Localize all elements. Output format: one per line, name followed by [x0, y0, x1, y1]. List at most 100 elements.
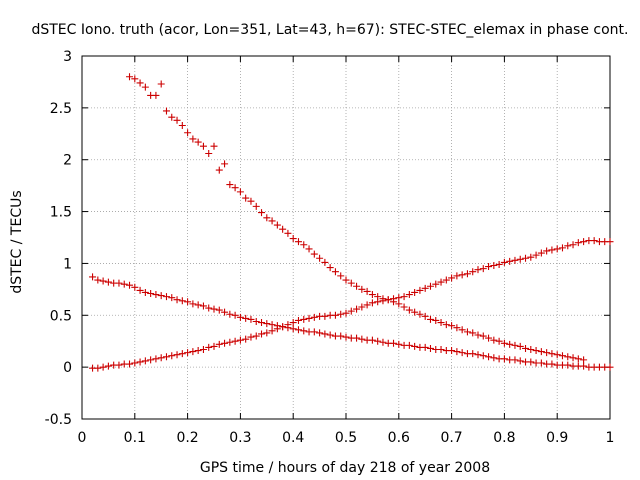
- data-point: [421, 284, 429, 292]
- data-point: [205, 304, 213, 312]
- data-point: [136, 79, 144, 87]
- data-point: [353, 282, 361, 290]
- data-point: [580, 238, 588, 246]
- data-point: [453, 348, 461, 356]
- data-point: [131, 359, 139, 367]
- data-point: [273, 221, 281, 229]
- data-point: [500, 258, 508, 266]
- data-point: [458, 326, 466, 334]
- x-tick-label: 0.3: [229, 430, 251, 446]
- data-point: [506, 340, 514, 348]
- data-point: [126, 281, 134, 289]
- data-point: [448, 347, 456, 355]
- data-point: [442, 321, 450, 329]
- data-point: [553, 245, 561, 253]
- data-point: [564, 361, 572, 369]
- data-point: [321, 258, 329, 266]
- data-point: [606, 363, 614, 371]
- data-point: [500, 339, 508, 347]
- data-point: [342, 333, 350, 341]
- data-point: [173, 116, 181, 124]
- data-point: [305, 314, 313, 322]
- data-point: [558, 244, 566, 252]
- data-point: [178, 350, 186, 358]
- data-point: [162, 107, 170, 115]
- data-point: [537, 359, 545, 367]
- axes: 0 0.1 0.2 0.3 0.4 0.5 0.6 0.7 0.8 0.9 1 -0.5 0 0.5 1 1.…: [45, 49, 615, 446]
- data-point: [342, 309, 350, 317]
- data-point: [131, 283, 139, 291]
- data-point: [490, 354, 498, 362]
- y-tick-label: 2.5: [50, 101, 72, 117]
- data-point: [321, 330, 329, 338]
- data-point: [331, 311, 339, 319]
- data-point: [490, 262, 498, 270]
- data-point: [527, 346, 535, 354]
- data-point: [210, 305, 218, 313]
- data-point: [316, 254, 324, 262]
- data-point: [405, 341, 413, 349]
- data-point: [353, 334, 361, 342]
- x-tick-label: 0.7: [440, 430, 462, 446]
- data-points: [89, 73, 614, 372]
- data-point: [89, 273, 97, 281]
- data-point: [321, 312, 329, 320]
- data-point: [558, 352, 566, 360]
- data-point: [221, 308, 229, 316]
- data-point: [522, 344, 530, 352]
- data-point: [231, 184, 239, 192]
- y-tick-label: -0.5: [45, 412, 72, 428]
- chart-title: dSTEC Iono. truth (acor, Lon=351, Lat=43…: [31, 22, 628, 38]
- data-point: [395, 294, 403, 302]
- data-point: [564, 242, 572, 250]
- data-point: [136, 358, 144, 366]
- data-point: [231, 337, 239, 345]
- data-point: [569, 241, 577, 249]
- data-point: [390, 295, 398, 303]
- data-point: [268, 327, 276, 335]
- data-point: [437, 278, 445, 286]
- data-point: [342, 276, 350, 284]
- data-point: [358, 335, 366, 343]
- data-point: [416, 310, 424, 318]
- data-point: [485, 263, 493, 271]
- data-point: [411, 342, 419, 350]
- data-point: [168, 352, 176, 360]
- data-point: [426, 282, 434, 290]
- data-point: [469, 350, 477, 358]
- data-point: [99, 363, 107, 371]
- data-point: [437, 319, 445, 327]
- data-point: [506, 257, 514, 265]
- data-point: [453, 324, 461, 332]
- data-point: [258, 319, 266, 327]
- data-point: [221, 160, 229, 168]
- data-point: [199, 142, 207, 150]
- x-tick-label: 0.6: [388, 430, 410, 446]
- data-point: [363, 301, 371, 309]
- data-point: [247, 315, 255, 323]
- data-point: [189, 348, 197, 356]
- data-point: [126, 360, 134, 368]
- data-point: [99, 277, 107, 285]
- series-satellite-b-decreasing-from-0.87: [89, 273, 614, 371]
- data-point: [94, 364, 102, 372]
- data-point: [426, 315, 434, 323]
- data-point: [136, 286, 144, 294]
- data-point: [463, 270, 471, 278]
- data-point: [532, 347, 540, 355]
- data-point: [511, 256, 519, 264]
- data-point: [448, 274, 456, 282]
- data-point: [205, 149, 213, 157]
- data-point: [189, 135, 197, 143]
- series-satellite-a-decreasing-from-2.8: [126, 73, 588, 364]
- data-point: [300, 327, 308, 335]
- data-point: [384, 296, 392, 304]
- data-point: [548, 246, 556, 254]
- data-point: [141, 288, 149, 296]
- data-point: [374, 298, 382, 306]
- data-point: [289, 325, 297, 333]
- data-point: [184, 349, 192, 357]
- data-point: [553, 351, 561, 359]
- data-point: [252, 318, 260, 326]
- data-point: [527, 358, 535, 366]
